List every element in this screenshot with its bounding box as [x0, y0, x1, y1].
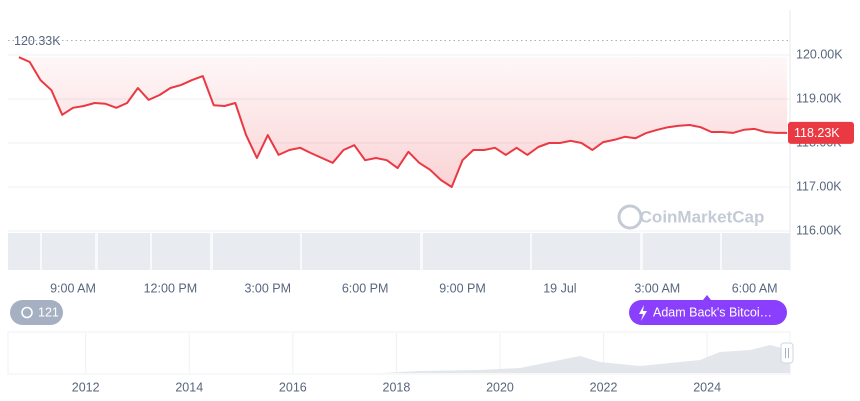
y-tick-label: 117.00K: [796, 179, 842, 193]
watermark-logo: [617, 204, 643, 230]
overview-year: 2024: [693, 380, 721, 394]
event-badge[interactable]: [629, 300, 787, 325]
x-tick-label: 9:00 AM: [50, 281, 96, 295]
x-tick-label: 9:00 PM: [439, 281, 486, 295]
price-area: [18, 57, 788, 188]
x-tick-label: 12:00 PM: [144, 281, 198, 295]
reference-label: 120.33K: [14, 34, 61, 48]
x-tick-label: 6:00 PM: [342, 281, 389, 295]
watermark: CoinMarketCap: [640, 207, 765, 226]
volume-band: [8, 233, 790, 270]
event-pointer: [703, 295, 711, 300]
overview-year: 2014: [175, 380, 203, 394]
events-badge[interactable]: [10, 300, 63, 325]
x-tick-label: 3:00 PM: [244, 281, 291, 295]
overview-year: 2012: [72, 380, 100, 394]
x-tick-label: 3:00 AM: [634, 281, 680, 295]
price-line: [18, 56, 788, 188]
overview-area: [8, 345, 790, 373]
x-tick-label: 19 Jul: [543, 281, 576, 295]
overview-year: 2022: [590, 380, 618, 394]
price-tag: [788, 121, 854, 144]
events-count: 121: [38, 305, 59, 319]
volume-gaps: [40, 233, 722, 270]
history-icon: [21, 306, 33, 319]
overview-year: 2020: [486, 380, 514, 394]
bolt-icon: [639, 305, 647, 321]
overview-year: 2016: [279, 380, 307, 394]
y-tick-label: 119.00K: [796, 91, 842, 105]
event-label: Adam Back's Bitcoi…: [653, 305, 772, 319]
y-tick-label: 116.00K: [796, 223, 842, 237]
y-tick-label: 120.00K: [796, 47, 843, 61]
overview-handle: [780, 342, 794, 364]
price-tag-label: 118.23K: [794, 126, 840, 140]
x-tick-label: 6:00 AM: [732, 281, 778, 295]
overview-year: 2018: [383, 380, 411, 394]
